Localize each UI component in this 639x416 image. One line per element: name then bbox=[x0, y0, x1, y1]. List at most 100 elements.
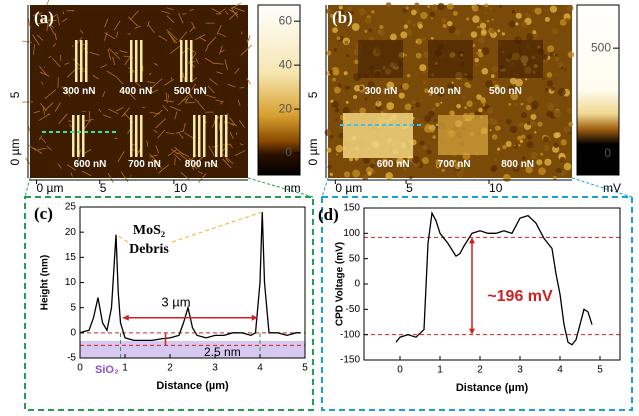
texture bbox=[568, 121, 574, 127]
texture bbox=[544, 88, 549, 92]
debris bbox=[198, 115, 201, 157]
texture bbox=[554, 73, 558, 76]
panel-c-frame bbox=[24, 196, 314, 411]
texture bbox=[332, 68, 340, 76]
image-y-label: 0 µm bbox=[8, 139, 22, 166]
texture bbox=[546, 72, 553, 78]
plot-frame bbox=[79, 206, 306, 359]
image-x-label: 10 bbox=[489, 181, 503, 195]
grain-boundary bbox=[153, 62, 159, 66]
grain-boundary bbox=[182, 123, 186, 133]
grain-boundary bbox=[229, 131, 234, 140]
grain-boundary bbox=[211, 8, 221, 14]
grain-boundary bbox=[197, 102, 205, 111]
grain-boundary bbox=[44, 102, 54, 111]
grain-boundary bbox=[54, 102, 61, 112]
grain-boundary bbox=[52, 43, 57, 48]
texture bbox=[410, 9, 417, 16]
grain-boundary bbox=[212, 62, 224, 65]
texture bbox=[551, 28, 558, 35]
texture bbox=[542, 77, 546, 80]
texture bbox=[342, 107, 350, 115]
leader bbox=[171, 211, 263, 243]
texture bbox=[405, 6, 409, 10]
texture bbox=[530, 151, 538, 160]
texture bbox=[521, 156, 526, 161]
y-tick-label: -150 bbox=[340, 355, 360, 366]
grain-boundary bbox=[218, 32, 227, 38]
grain-boundary bbox=[61, 18, 68, 23]
texture bbox=[454, 29, 461, 35]
grain-boundary bbox=[234, 67, 240, 74]
texture bbox=[366, 166, 374, 174]
texture bbox=[351, 23, 360, 31]
grain-boundary bbox=[129, 175, 132, 177]
grain-boundary bbox=[39, 71, 50, 77]
x-tick-label: 1 bbox=[437, 365, 443, 376]
x-tick-label: 5 bbox=[302, 363, 308, 374]
texture bbox=[426, 149, 432, 155]
grain-boundary bbox=[38, 113, 50, 121]
bright-region bbox=[343, 113, 413, 158]
texture bbox=[346, 16, 353, 23]
texture bbox=[543, 136, 549, 142]
load-label: 800 nN bbox=[501, 159, 534, 170]
texture bbox=[540, 152, 544, 156]
grain-boundary bbox=[48, 24, 56, 35]
grain-boundary bbox=[219, 8, 226, 14]
texture bbox=[430, 17, 433, 20]
texture bbox=[519, 139, 524, 143]
grain-boundary bbox=[178, 12, 184, 24]
grain-boundary bbox=[177, 95, 189, 106]
grain-boundary bbox=[155, 118, 167, 129]
texture bbox=[429, 124, 436, 132]
y-axis-label: Height (nm) bbox=[40, 255, 51, 311]
grain-boundary bbox=[146, 140, 149, 147]
texture bbox=[491, 134, 498, 140]
grain-boundary bbox=[166, 7, 174, 11]
x-tick-label: 4 bbox=[557, 365, 563, 376]
grain-boundary bbox=[46, 0, 50, 6]
dark-patch bbox=[358, 40, 403, 78]
grain-boundary bbox=[162, 104, 169, 112]
texture bbox=[367, 171, 372, 176]
grain-boundary bbox=[64, 62, 70, 65]
texture bbox=[462, 95, 466, 99]
y-tick-label: 20 bbox=[65, 227, 77, 238]
texture bbox=[381, 158, 389, 165]
texture bbox=[534, 7, 542, 15]
texture bbox=[563, 162, 572, 171]
panel-label: (b) bbox=[332, 8, 353, 27]
texture bbox=[333, 48, 337, 52]
grain-boundary bbox=[107, 173, 114, 184]
texture bbox=[368, 28, 373, 33]
zoom-line bbox=[24, 177, 31, 198]
load-label: 300 nN bbox=[365, 86, 398, 97]
texture bbox=[476, 94, 482, 100]
texture bbox=[433, 118, 437, 122]
texture bbox=[509, 125, 518, 134]
grain-boundary bbox=[104, 32, 116, 40]
texture bbox=[451, 81, 454, 84]
grain-boundary bbox=[81, 170, 92, 177]
texture bbox=[475, 63, 479, 67]
texture bbox=[520, 134, 526, 140]
texture bbox=[338, 132, 345, 139]
grain-boundary bbox=[207, 85, 215, 94]
grain-boundary bbox=[198, 173, 207, 184]
grain-boundary bbox=[208, 145, 215, 157]
texture bbox=[447, 82, 454, 90]
image-x-label: 0 µm bbox=[37, 181, 64, 195]
texture bbox=[352, 169, 361, 178]
texture bbox=[562, 170, 567, 175]
x-axis-label: Distance (µm) bbox=[456, 382, 529, 394]
texture bbox=[555, 167, 562, 174]
texture bbox=[549, 52, 555, 57]
grain-boundary bbox=[217, 113, 229, 119]
grain-boundary bbox=[246, 77, 251, 85]
texture bbox=[332, 27, 338, 34]
texture bbox=[559, 19, 567, 26]
texture bbox=[415, 117, 420, 122]
debris bbox=[135, 115, 138, 157]
grain-boundary bbox=[46, 21, 49, 32]
